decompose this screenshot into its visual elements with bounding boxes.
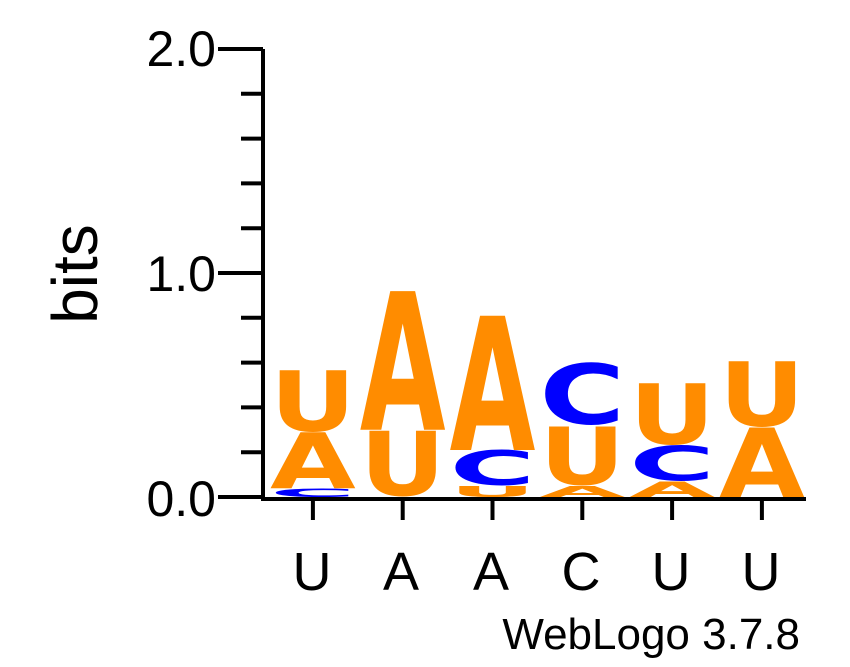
x-tick-label-1: U [293, 542, 332, 602]
y-tick-label-1: 1.0 [146, 246, 216, 302]
x-axis-ticks [310, 499, 764, 520]
logo-letter-pos3-A: A [450, 279, 536, 493]
logo-letter-pos2-A: A [360, 253, 446, 475]
logo-letter-pos4-A: A [539, 483, 625, 501]
logo-letter-pos1-A: A [270, 418, 356, 507]
logo-letter-pos1-C: C [270, 486, 356, 500]
x-tick-label-4: C [562, 542, 601, 602]
logo-letter-pos5-C: C [629, 437, 715, 492]
x-axis: U A A C U U [261, 497, 806, 602]
logo-letter-pos3-C: C [450, 442, 536, 497]
x-tick-label-2: A [383, 542, 419, 602]
y-tick-label-2: 2.0 [146, 21, 216, 77]
x-tick-label-6: U [742, 542, 781, 602]
logo-letter-pos5-U: U [629, 369, 715, 465]
logo-letter-pos4-U: U [539, 411, 625, 504]
y-tick-label-0: 0.0 [146, 471, 216, 527]
logo-letter-pos4-C: C [539, 347, 625, 443]
credit-label: WebLogo 3.7.8 [502, 610, 800, 659]
x-tick-label-3: A [473, 542, 509, 602]
logo-letter-pos3-U: U [450, 483, 536, 500]
logo-letter-pos6-U: U [719, 345, 805, 448]
y-axis: 0.0 1.0 2.0 bits [39, 21, 265, 527]
logo-letter-pos1-U: U [270, 355, 356, 451]
y-axis-ticks [218, 47, 263, 499]
y-axis-label: bits [39, 224, 111, 324]
x-tick-label-5: U [652, 542, 691, 602]
